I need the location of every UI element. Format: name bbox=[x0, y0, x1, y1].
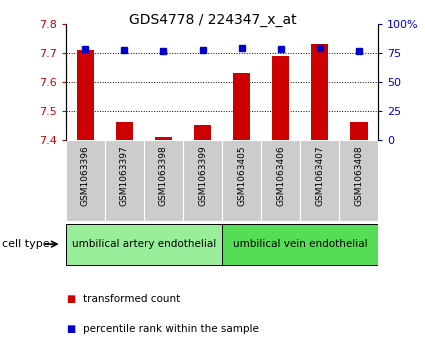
Text: umbilical vein endothelial: umbilical vein endothelial bbox=[233, 239, 368, 249]
Bar bbox=[311, 44, 329, 140]
Text: GSM1063399: GSM1063399 bbox=[198, 146, 207, 206]
Text: ■: ■ bbox=[66, 323, 75, 334]
Text: GSM1063408: GSM1063408 bbox=[354, 146, 363, 206]
Text: percentile rank within the sample: percentile rank within the sample bbox=[83, 323, 259, 334]
Text: umbilical artery endothelial: umbilical artery endothelial bbox=[72, 239, 216, 249]
Bar bbox=[144, 140, 183, 221]
Bar bbox=[272, 56, 289, 140]
Bar bbox=[155, 137, 172, 140]
Text: GSM1063397: GSM1063397 bbox=[120, 146, 129, 206]
Bar bbox=[222, 140, 261, 221]
Text: GSM1063398: GSM1063398 bbox=[159, 146, 168, 206]
Text: GSM1063396: GSM1063396 bbox=[81, 146, 90, 206]
Text: GSM1063407: GSM1063407 bbox=[315, 146, 324, 206]
Bar bbox=[300, 140, 339, 221]
Bar bbox=[66, 224, 222, 265]
Bar bbox=[105, 140, 144, 221]
Bar bbox=[222, 224, 378, 265]
Bar bbox=[116, 122, 133, 140]
Bar bbox=[261, 140, 300, 221]
Bar bbox=[194, 125, 211, 140]
Bar bbox=[350, 122, 368, 140]
Bar bbox=[66, 140, 105, 221]
Text: GSM1063405: GSM1063405 bbox=[237, 146, 246, 206]
Text: GSM1063406: GSM1063406 bbox=[276, 146, 285, 206]
Bar bbox=[339, 140, 378, 221]
Bar bbox=[233, 73, 250, 140]
Text: ■: ■ bbox=[66, 294, 75, 305]
Bar bbox=[76, 50, 94, 140]
Text: transformed count: transformed count bbox=[83, 294, 180, 305]
Text: GDS4778 / 224347_x_at: GDS4778 / 224347_x_at bbox=[129, 13, 296, 27]
Text: cell type: cell type bbox=[2, 239, 50, 249]
Bar bbox=[183, 140, 222, 221]
